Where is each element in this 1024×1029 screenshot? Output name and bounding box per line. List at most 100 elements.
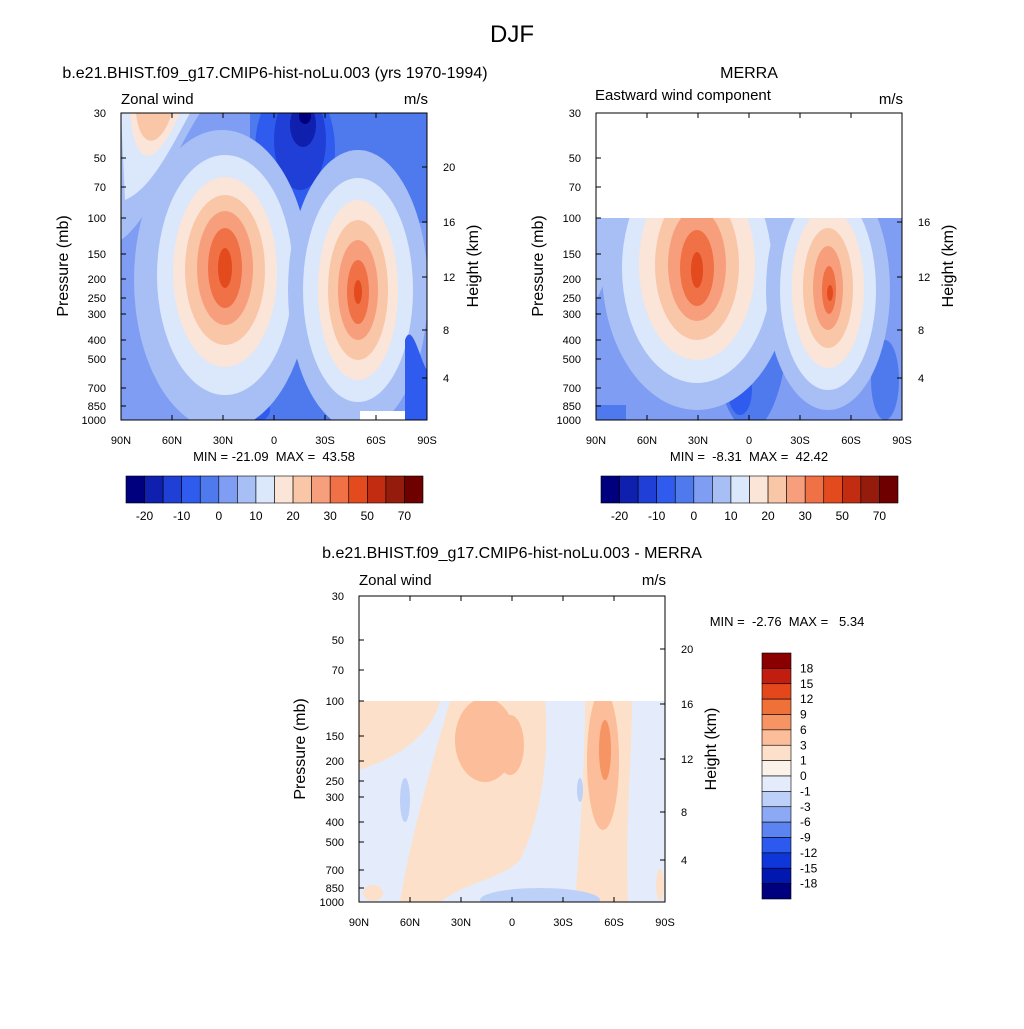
colorbar-label: -20	[611, 509, 629, 523]
colorbar-swatch	[404, 475, 424, 504]
y-tick-label: 70	[332, 665, 344, 677]
y-tick-label: 300	[563, 309, 581, 321]
colorbar-label: 0	[215, 509, 222, 523]
x-tick-label: 30S	[790, 435, 810, 447]
x-tick-label: 0	[746, 435, 752, 447]
y-tick-label: 70	[94, 182, 106, 194]
y-tick-label: 300	[88, 309, 106, 321]
panel-diff-subtitle-left: Zonal wind	[359, 572, 432, 589]
y-tick-label: 150	[563, 249, 581, 261]
panel-model-field	[121, 113, 427, 420]
x-tick-label: 90S	[655, 917, 675, 929]
panel-obs-field	[596, 218, 902, 420]
colorbar-label: 15	[800, 677, 814, 691]
colorbar-label: 3	[800, 738, 807, 752]
y-tick-label: 100	[563, 213, 581, 225]
x-tick-label: 0	[271, 435, 277, 447]
panel-obs-subtitle-right: m/s	[879, 91, 903, 108]
colorbar-swatch	[181, 475, 201, 504]
colorbar-label: 10	[724, 509, 738, 523]
panel-model-y-tick-labels: 30 50 70 100 150 200 250 300 400 500 700…	[82, 108, 106, 427]
x-tick-label: 60S	[366, 435, 386, 447]
y-tick-label: 400	[88, 335, 106, 347]
colorbar-swatch	[761, 683, 792, 700]
colorbar-swatch	[199, 475, 220, 504]
y-tick-label: 1000	[320, 897, 344, 909]
panel-diff-y2-axis-label: Height (km)	[703, 708, 720, 791]
y-tick-label: 250	[563, 293, 581, 305]
y-tick-label: 850	[88, 401, 106, 413]
colorbar-swatch	[761, 821, 792, 838]
colorbar-label: 70	[398, 509, 412, 523]
colorbar-label: -15	[800, 861, 818, 875]
x-tick-label: 30N	[688, 435, 708, 447]
colorbar-label: -18	[800, 877, 818, 891]
y2-tick-label: 4	[443, 373, 449, 385]
panel-diff: b.e21.BHIST.f09_g17.CMIP6-hist-noLu.003 …	[292, 545, 864, 929]
colorbar-swatch	[125, 475, 145, 504]
colorbar-label: -6	[800, 815, 811, 829]
colorbar-label: 20	[286, 509, 300, 523]
colorbar-label: 70	[873, 509, 887, 523]
x-tick-label: 30S	[315, 435, 335, 447]
x-tick-label: 30N	[451, 917, 471, 929]
colorbar-swatch	[761, 852, 792, 869]
panel-model-y2-tick-labels: 20 16 12 8 4	[443, 162, 455, 385]
y2-tick-label: 20	[443, 162, 455, 174]
panel-obs-y2-tick-labels: 16 12 8 4	[918, 217, 930, 385]
panel-diff-y2-tick-labels: 20 16 12 8 4	[681, 644, 693, 867]
colorbar-swatch	[274, 475, 294, 504]
y-tick-label: 500	[563, 354, 581, 366]
y2-tick-label: 16	[681, 699, 693, 711]
colorbar-swatch	[761, 775, 792, 792]
colorbar-swatch	[730, 475, 750, 504]
x-tick-label: 60S	[841, 435, 861, 447]
y-tick-label: 500	[326, 837, 344, 849]
colorbar-swatch	[329, 475, 350, 504]
x-tick-label: 60S	[604, 917, 624, 929]
y-tick-label: 150	[326, 731, 344, 743]
panel-diff-subtitle-right: m/s	[642, 572, 666, 589]
panel-obs: MERRA Eastward wind component m/s	[530, 65, 957, 523]
y-tick-label: 250	[326, 776, 344, 788]
y2-tick-label: 16	[918, 217, 930, 229]
colorbar-label: 50	[361, 509, 375, 523]
panel-model-x-tick-labels: 90N 60N 30N 0 30S 60S 90S	[111, 435, 437, 447]
y-tick-label: 70	[569, 182, 581, 194]
colorbar-swatch	[761, 698, 792, 715]
y-tick-label: 30	[332, 591, 344, 603]
y-tick-label: 100	[326, 696, 344, 708]
panel-diff-ticks	[358, 595, 666, 903]
colorbar-label: 30	[324, 509, 338, 523]
panel-model-y2-axis-label: Height (km)	[465, 225, 482, 308]
colorbar-swatch	[218, 475, 238, 504]
y-tick-label: 400	[326, 817, 344, 829]
y-tick-label: 500	[88, 354, 106, 366]
y2-tick-label: 8	[918, 325, 924, 337]
panel-obs-title: MERRA	[720, 65, 778, 82]
colorbar-swatch	[767, 475, 787, 504]
y-tick-label: 200	[326, 756, 344, 768]
colorbar-label: -10	[173, 509, 191, 523]
colorbar-swatch	[761, 744, 792, 761]
colorbar-swatch	[255, 475, 275, 504]
colorbar-label: 50	[836, 509, 850, 523]
y-tick-label: 30	[569, 108, 581, 120]
y-tick-label: 300	[326, 792, 344, 804]
colorbar-label: -20	[136, 509, 154, 523]
y2-tick-label: 12	[681, 754, 693, 766]
y2-tick-label: 20	[681, 644, 693, 656]
colorbar-swatch	[712, 475, 732, 504]
x-tick-label: 90N	[349, 917, 369, 929]
colorbar-label: 9	[800, 708, 807, 722]
colorbar-label: 10	[249, 509, 263, 523]
colorbar-label: -3	[800, 800, 811, 814]
panel-obs-min-max: MIN = -8.31 MAX = 42.42	[670, 449, 828, 464]
y-tick-label: 1000	[557, 415, 581, 427]
panel-obs-y-tick-labels: 30 50 70 100 150 200 250 300 400 500 700…	[557, 108, 581, 427]
colorbar-swatch	[761, 729, 792, 746]
panel-model-y-axis-label: Pressure (mb)	[55, 215, 72, 316]
colorbar-label: -9	[800, 831, 811, 845]
y-tick-label: 1000	[82, 415, 106, 427]
